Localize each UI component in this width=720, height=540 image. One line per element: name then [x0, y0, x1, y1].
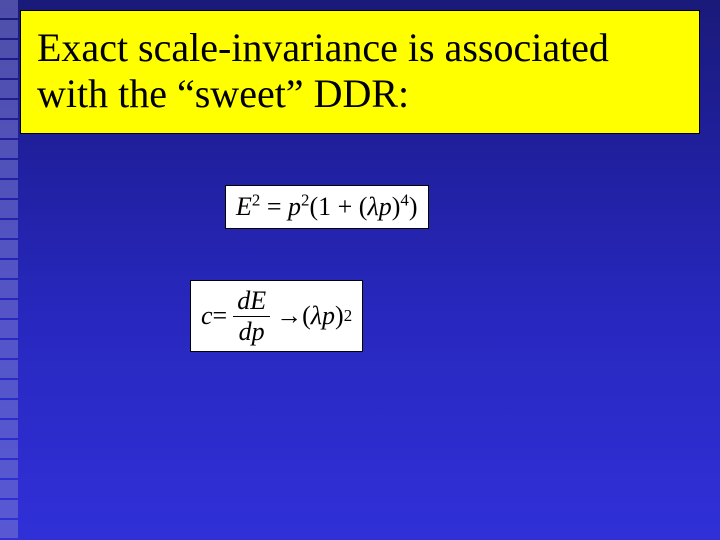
eq2-fraction: dE dp [233, 288, 270, 345]
title-text: Exact scale-invariance is associated wit… [37, 25, 683, 117]
eq2-frac-num: dE [233, 288, 270, 314]
eq2-rhs-close: ) [335, 301, 344, 331]
eq1-rhs-b-lp: λp [367, 192, 391, 221]
eq1-rhs-b-end: ) [409, 192, 418, 221]
eq2-rhs-open: ( [302, 301, 311, 331]
eq2-frac-den: dp [235, 319, 269, 345]
eq1-rhs-a: p [288, 192, 301, 221]
eq1-eq: = [260, 192, 288, 221]
eq1-rhs-b-sup: 4 [400, 190, 408, 209]
eq2-arrow: → [276, 301, 302, 331]
eq2-eq: = [213, 301, 228, 331]
eq1-lhs: E [236, 192, 252, 221]
equation-1: E2 = p2(1 + (λp)4) [225, 185, 429, 229]
decorative-left-stripe [0, 0, 18, 540]
eq1-rhs-b-open: (1 + ( [309, 192, 367, 221]
slide: Exact scale-invariance is associated wit… [0, 0, 720, 540]
equation-2: c = dE dp → (λp)2 [190, 280, 363, 352]
eq2-lhs: c [201, 301, 213, 331]
title-box: Exact scale-invariance is associated wit… [20, 10, 700, 134]
eq2-rhs-lp: λp [311, 301, 335, 331]
